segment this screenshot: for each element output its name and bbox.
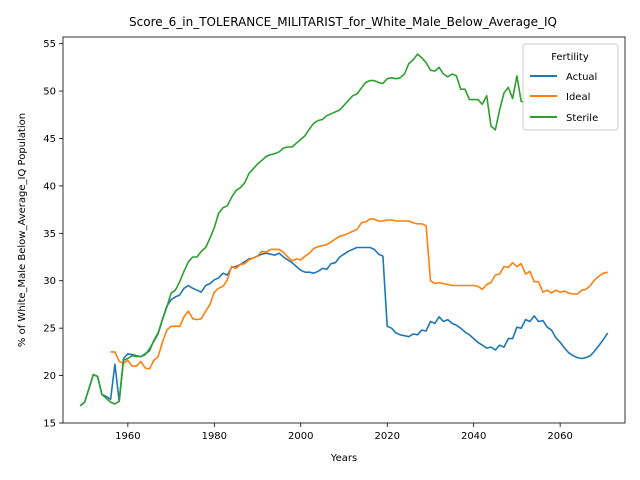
y-tick-label: 30 xyxy=(43,276,56,287)
y-tick-label: 25 xyxy=(43,324,56,335)
y-axis-label: % of White_Male Below_Average_IQ Populat… xyxy=(17,113,28,347)
series-line-ideal xyxy=(110,218,608,370)
x-tick-label: 1980 xyxy=(202,431,227,442)
x-axis: 1960 1980 2000 2020 2040 2060 xyxy=(115,423,573,442)
legend-label-actual: Actual xyxy=(566,72,597,83)
x-axis-label: Years xyxy=(330,453,357,464)
legend-title: Fertility xyxy=(551,52,589,63)
chart-title: Score_6_in_TOLERANCE_MILITARIST_for_Whit… xyxy=(129,15,557,29)
series-line-sterile xyxy=(79,53,526,407)
y-axis: 15 20 25 30 35 40 45 50 55 xyxy=(43,39,63,430)
legend-label-sterile: Sterile xyxy=(566,113,598,124)
y-tick-label: 35 xyxy=(43,229,56,240)
legend: Fertility Actual Ideal Sterile xyxy=(522,43,619,131)
y-tick-label: 20 xyxy=(43,371,56,382)
x-tick-label: 2000 xyxy=(288,431,313,442)
y-tick-label: 50 xyxy=(43,87,56,98)
y-tick-label: 55 xyxy=(43,39,56,50)
x-tick-label: 2040 xyxy=(461,431,486,442)
x-tick-label: 2060 xyxy=(547,431,572,442)
y-tick-label: 15 xyxy=(43,419,56,430)
series-lines xyxy=(79,53,609,407)
legend-box xyxy=(522,43,619,131)
legend-label-ideal: Ideal xyxy=(566,92,590,103)
plot-frame xyxy=(62,36,626,424)
x-tick-label: 1960 xyxy=(115,431,140,442)
y-tick-label: 45 xyxy=(43,134,56,145)
y-tick-label: 40 xyxy=(43,181,56,192)
x-tick-label: 2020 xyxy=(375,431,400,442)
